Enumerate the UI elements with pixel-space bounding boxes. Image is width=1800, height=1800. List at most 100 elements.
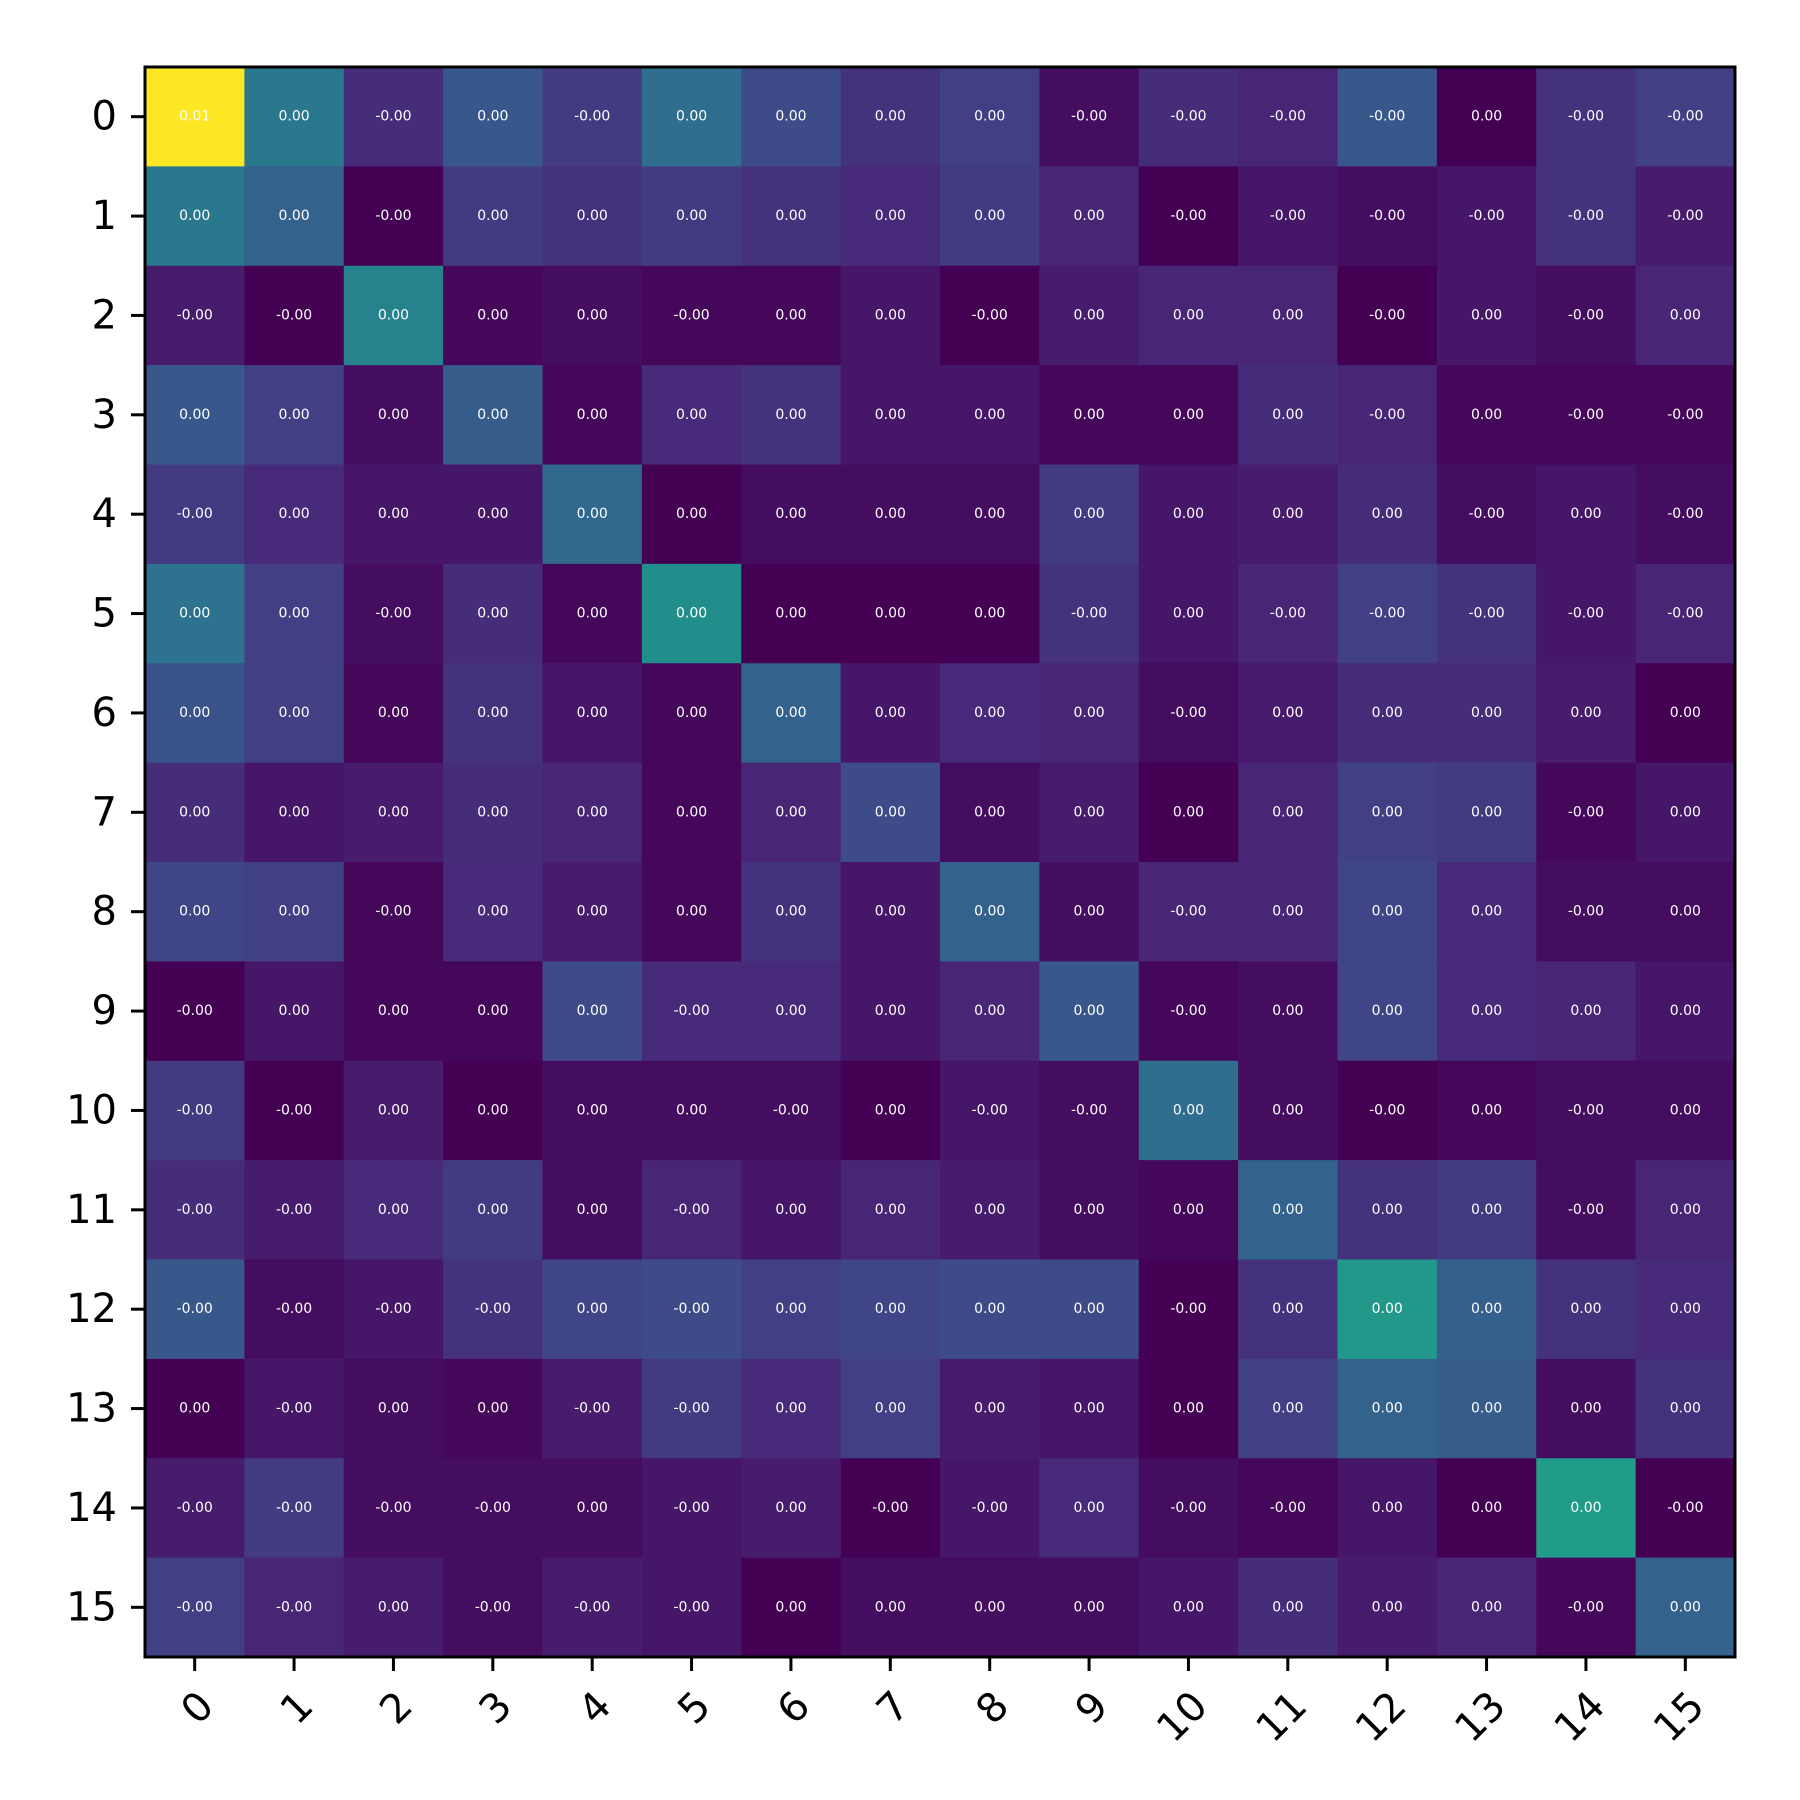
y-tick-label: 11 [66, 1187, 117, 1233]
cell-value-label: -0.00 [673, 1500, 709, 1516]
heatmap-cell [542, 464, 643, 565]
cell-value-label: 0.00 [1073, 208, 1104, 224]
cell-value-label: 0.00 [477, 1102, 508, 1118]
cell-value-label: 0.00 [1173, 606, 1204, 622]
cell-value-label: 0.00 [676, 705, 707, 721]
cell-value-label: -0.00 [1468, 606, 1504, 622]
heatmap-cell [1337, 762, 1438, 863]
heatmap-cell [443, 862, 544, 962]
cell-value-label: -0.00 [1369, 109, 1405, 125]
heatmap-cell [244, 166, 345, 267]
cell-value-label: 0.00 [378, 804, 409, 820]
x-axis: 0 1 2 3 4 5 6 7 8 9 10 11 12 13 14 15 [172, 1657, 1714, 1751]
cell-value-label: 0.00 [974, 1003, 1005, 1019]
heatmap-cell [1138, 1458, 1239, 1559]
heatmap-cell [1536, 1060, 1637, 1161]
heatmap-cell [443, 1458, 544, 1559]
heatmap-cell [343, 862, 444, 962]
heatmap-cell [840, 464, 941, 565]
heatmap-cell [244, 762, 345, 863]
heatmap-cell [1536, 1557, 1637, 1658]
heatmap-cell [1337, 265, 1438, 366]
cell-value-label: -0.00 [1170, 208, 1206, 224]
heatmap-cell [741, 1259, 842, 1360]
heatmap-cell [840, 762, 941, 863]
cell-value-label: 0.00 [1471, 109, 1502, 125]
heatmap-cell [1238, 1160, 1339, 1261]
cell-value-label: 0.01 [179, 109, 210, 125]
heatmap-cell [1238, 1259, 1339, 1360]
x-tick-label: 0 [172, 1683, 223, 1734]
heatmap-cell [1337, 1358, 1438, 1459]
heatmap-cell [1039, 166, 1140, 267]
heatmap-cell [343, 563, 444, 664]
heatmap-cell [1138, 464, 1239, 565]
cell-value-label: 0.00 [974, 1301, 1005, 1317]
cell-value-label: 0.00 [875, 1003, 906, 1019]
y-tick-label: 5 [92, 591, 117, 637]
heatmap-cell [840, 1358, 941, 1459]
heatmap-cell [443, 166, 544, 267]
cell-value-label: -0.00 [1568, 606, 1604, 622]
cell-value-label: 0.00 [1471, 904, 1502, 920]
cell-value-label: 0.00 [378, 1202, 409, 1218]
cell-value-label: 0.00 [1670, 1301, 1701, 1317]
heatmap-cell [343, 464, 444, 565]
cell-value-label: 0.00 [1670, 904, 1701, 920]
x-tick-label: 9 [1067, 1683, 1118, 1734]
cell-value-label: 0.00 [676, 1102, 707, 1118]
cell-value-label: -0.00 [276, 1102, 312, 1118]
heatmap-cell [244, 1358, 345, 1459]
heatmap-cell [641, 1557, 742, 1658]
cell-value-label: -0.00 [375, 904, 411, 920]
cell-value-label: 0.00 [577, 208, 608, 224]
cell-value-label: -0.00 [1270, 606, 1306, 622]
heatmap-cell [343, 1060, 444, 1161]
heatmap-cell [244, 1557, 345, 1658]
heatmap-cell [1635, 365, 1736, 466]
cell-value-label: 0.00 [775, 1202, 806, 1218]
cell-value-label: 0.00 [477, 804, 508, 820]
cell-value-label: -0.00 [475, 1301, 511, 1317]
cell-value-label: 0.00 [1471, 1599, 1502, 1615]
cell-value-label: -0.00 [673, 1401, 709, 1417]
heatmap-cell [641, 663, 742, 764]
heatmap-cell [343, 762, 444, 863]
cell-value-label: -0.00 [773, 1102, 809, 1118]
heatmap-cell [542, 365, 643, 466]
heatmap-cell [1436, 166, 1537, 267]
heatmap-cell [1635, 663, 1736, 764]
cell-value-label: 0.00 [875, 804, 906, 820]
heatmap-cell [940, 1557, 1040, 1658]
heatmap-cell [542, 862, 643, 962]
cell-value-label: 0.00 [676, 407, 707, 423]
heatmap-cell [1635, 265, 1736, 366]
heatmap-cell [1635, 1259, 1736, 1360]
heatmap-cell [244, 1060, 345, 1161]
heatmap-cell [1337, 1557, 1438, 1658]
heatmap-cell [840, 563, 941, 664]
cell-value-label: 0.00 [875, 307, 906, 323]
cell-value-label: -0.00 [1170, 1301, 1206, 1317]
cell-value-label: 0.00 [1471, 705, 1502, 721]
cell-value-label: -0.00 [1667, 109, 1703, 125]
heatmap-cell [244, 1259, 345, 1360]
cell-value-label: 0.00 [477, 208, 508, 224]
cell-value-label: -0.00 [1071, 1102, 1107, 1118]
heatmap-cell [1337, 1060, 1438, 1161]
x-tick-label: 8 [967, 1683, 1018, 1734]
cell-value-label: 0.00 [974, 407, 1005, 423]
heatmap-cell [1138, 663, 1239, 764]
plot-frame [143, 65, 1737, 1659]
cell-value-label: 0.00 [875, 1102, 906, 1118]
cell-value-label: 0.00 [1073, 307, 1104, 323]
heatmap-cell [940, 166, 1040, 267]
cell-value-label: 0.00 [974, 1202, 1005, 1218]
cell-value-label: -0.00 [972, 1102, 1008, 1118]
heatmap-cell [443, 67, 544, 167]
cell-value-label: 0.00 [775, 904, 806, 920]
heatmap-cell [940, 1358, 1040, 1459]
cell-value-label: -0.00 [177, 506, 213, 522]
